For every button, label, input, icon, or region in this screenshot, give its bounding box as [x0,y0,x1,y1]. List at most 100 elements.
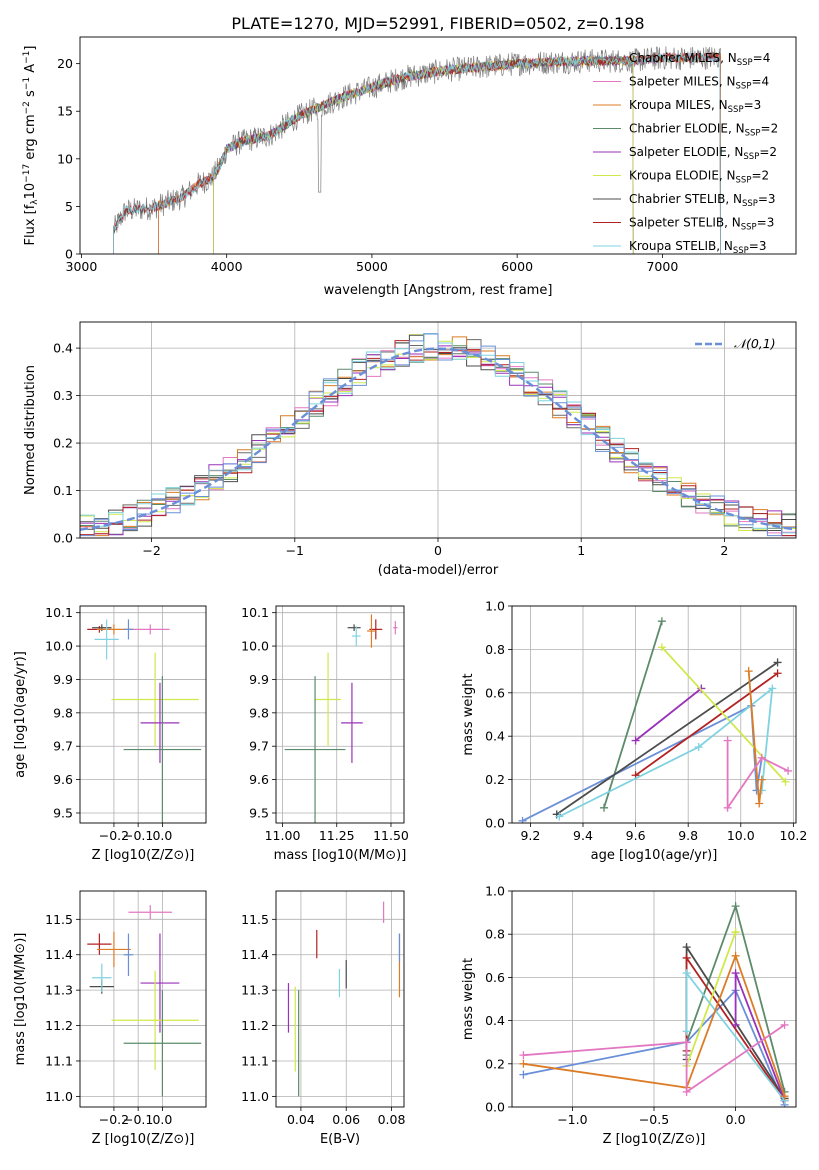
y-tick-label: 0 [65,247,73,262]
error-bar-point [315,652,342,747]
y-axis-label: Normed distribution [23,365,38,495]
x-tick-label: 9.2 [520,828,540,843]
legend-label: Salpeter ELODIE, NSSP=2 [629,145,777,162]
y-tick-label: 9.7 [249,739,269,754]
x-tick-label: 1 [577,543,585,558]
weight-marker [682,1087,691,1096]
x-tick-label: 0.08 [378,1112,406,1127]
x-tick-label: −0.2 [99,828,129,843]
x-tick-label: 0.04 [287,1112,315,1127]
weight-marker [682,969,691,978]
model-line-8 [113,52,721,254]
weight-marker [723,736,732,745]
y-tick-label: 9.9 [249,672,269,687]
error-bar-point [140,933,180,1033]
weight-line-1 [603,620,663,809]
legend-label: Chabrier MILES, NSSP=4 [629,51,770,68]
legend-label: Salpeter STELIB, NSSP=3 [629,216,774,233]
weight-line-6 [558,686,774,818]
y-tick-label: 11.2 [45,1018,73,1033]
weight-marker [780,1020,789,1029]
weight-lines [518,617,793,823]
weight-marker [731,902,740,911]
weight-line-4 [635,687,702,742]
y-tick-label: 0.6 [485,970,505,985]
x-tick-label: 2 [720,543,728,558]
panel-weight_vs_Z: −1.0 −0.5 0.0 0.0 0.2 0.4 0.6 0.8 1.0 Z [log10(Z/… [461,884,797,1147]
figure-title: PLATE=1270, MJD=52991, FIBERID=0502, z=0… [231,14,644,33]
y-axis-label: age [log10(age/yr)] [13,651,28,778]
weight-line-7 [523,953,786,1097]
error-bar-point [393,621,398,635]
x-tick-label: 11.00 [265,828,301,843]
y-tick-label: 11.4 [45,947,73,962]
error-bar-point [111,652,199,747]
x-tick-label: 9.4 [573,828,593,843]
y-tick-label: 9.8 [53,705,73,720]
x-axis-label: Z [log10(Z/Z⊙)] [92,1132,195,1147]
weight-marker [723,803,732,812]
weight-line-2 [556,661,779,816]
y-tick-label: 0.0 [485,1100,505,1115]
y-tick-label: 9.5 [249,805,269,820]
x-axis-label: (data-model)/error [378,563,499,578]
y-tick-label: 0.0 [485,816,505,831]
error-bar-point [367,614,376,648]
panel-age_vs_Z: −0.2−0.1 0.0 9.5 9.6 9.7 9.8 9.9 10.0 10.1 Z [log… [13,605,207,863]
legend-label: Kroupa ELODIE, NSSP=2 [629,169,769,186]
y-tick-label: 0.0 [53,531,73,546]
weight-marker [731,951,740,960]
weight-marker [768,684,777,693]
y-tick-label: 11.3 [241,983,269,998]
x-tick-label: 0.0 [726,1112,746,1127]
normal-curve [80,347,796,531]
weight-marker [518,816,527,823]
axes-frame [79,321,797,539]
y-tick-label: 11.0 [45,1089,73,1104]
axes-frame [511,890,797,1108]
y-tick-label: 10.1 [45,605,73,620]
y-tick-label: 0.2 [485,1056,505,1071]
x-tick-label: 0 [434,543,442,558]
spectrum-lines [113,46,721,254]
x-tick-label: −1.0 [557,1112,587,1127]
weight-marker [519,1059,528,1068]
x-tick-label: −0.2 [99,1112,129,1127]
weight-line-3 [635,672,779,777]
x-tick-label: 9.8 [678,828,698,843]
y-tick-label: 9.6 [249,772,269,787]
weight-marker [682,1027,691,1036]
error-bar-point [341,682,363,763]
axes-frame [511,605,797,824]
weight-marker [757,775,766,784]
axes-frame [79,890,207,1108]
x-tick-label: 10.2 [779,828,807,843]
weight-marker [744,667,753,676]
y-tick-label: 9.9 [53,672,73,687]
weight-marker [682,1038,691,1047]
weight-marker [657,643,666,652]
weight-marker [682,953,691,962]
x-axis-label: Z [log10(Z/Z⊙)] [603,1132,706,1147]
axes-frame [275,890,405,1108]
weight-lines [519,902,789,1107]
histograms [80,333,796,537]
weight-line-8 [523,1024,786,1094]
weight-marker [631,736,640,745]
weight-line-5 [685,931,737,1067]
panel-age_vs_mass: 11.00 11.25 11.50 9.5 9.6 9.7 9.8 9.9 10.0 10.1 ma… [241,605,409,863]
y-tick-label: 0.6 [485,685,505,700]
y-tick-label: 0.8 [485,642,505,657]
y-tick-label: 11.5 [241,912,269,927]
y-tick-label: 11.1 [45,1053,73,1068]
y-tick-label: 0.3 [53,388,73,403]
error-bars [87,619,202,823]
weight-marker [731,969,740,978]
x-tick-label: 9.6 [626,828,646,843]
x-tick-label: −2 [142,543,160,558]
weight-marker [657,617,666,626]
weight-marker [773,669,782,678]
weight-marker [731,928,740,937]
error-bar-point [94,619,119,660]
